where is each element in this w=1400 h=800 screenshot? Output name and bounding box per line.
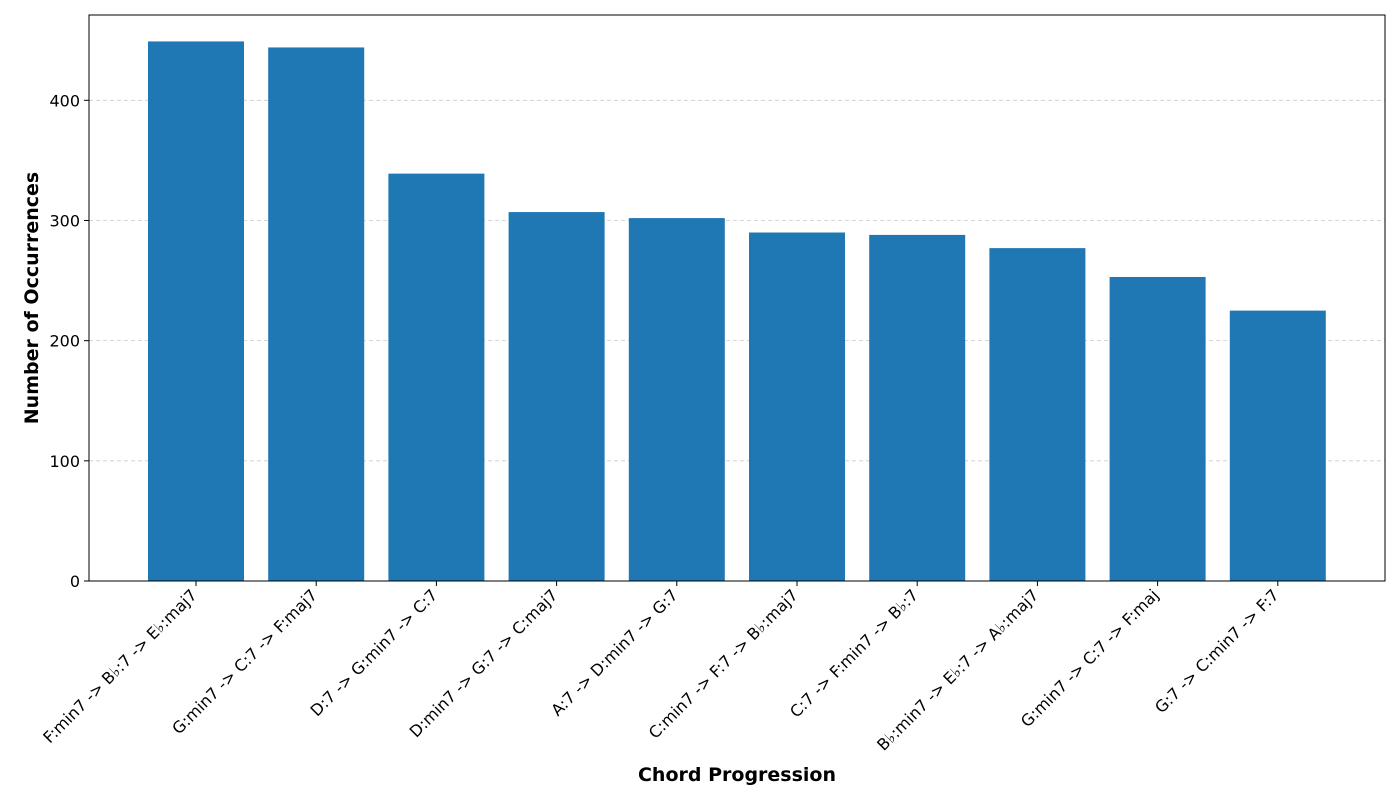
x-tick-label: C:7 -> F:min7 -> B♭:7 bbox=[786, 585, 922, 721]
bars bbox=[148, 41, 1326, 582]
bar bbox=[388, 173, 485, 581]
x-axis-title: Chord Progression bbox=[638, 764, 836, 786]
bar bbox=[628, 218, 725, 582]
y-axis: 0 100 200 300 400 bbox=[49, 91, 89, 591]
y-tick-label: 400 bbox=[49, 91, 80, 110]
y-tick-label: 0 bbox=[70, 572, 80, 591]
plot-frame bbox=[88, 14, 1386, 582]
bar bbox=[268, 47, 365, 581]
bar bbox=[1109, 276, 1206, 581]
bar bbox=[869, 234, 966, 581]
x-tick-label: A:7 -> D:min7 -> G:7 bbox=[547, 585, 681, 719]
bar bbox=[989, 248, 1086, 581]
y-axis-title: Number of Occurrences bbox=[21, 172, 43, 424]
bar bbox=[508, 212, 605, 581]
y-tick-label: 300 bbox=[49, 211, 80, 230]
bar bbox=[148, 41, 244, 581]
y-tick-label: 200 bbox=[49, 332, 80, 351]
x-tick-label: G:min7 -> C:7 -> F:maj bbox=[1017, 585, 1163, 731]
y-tick-label: 100 bbox=[49, 452, 80, 471]
x-tick-label: D:7 -> G:min7 -> C:7 bbox=[307, 585, 442, 720]
x-tick-label: G:7 -> C:min7 -> F:7 bbox=[1151, 585, 1283, 717]
bar bbox=[1229, 310, 1326, 581]
bar bbox=[749, 232, 845, 581]
